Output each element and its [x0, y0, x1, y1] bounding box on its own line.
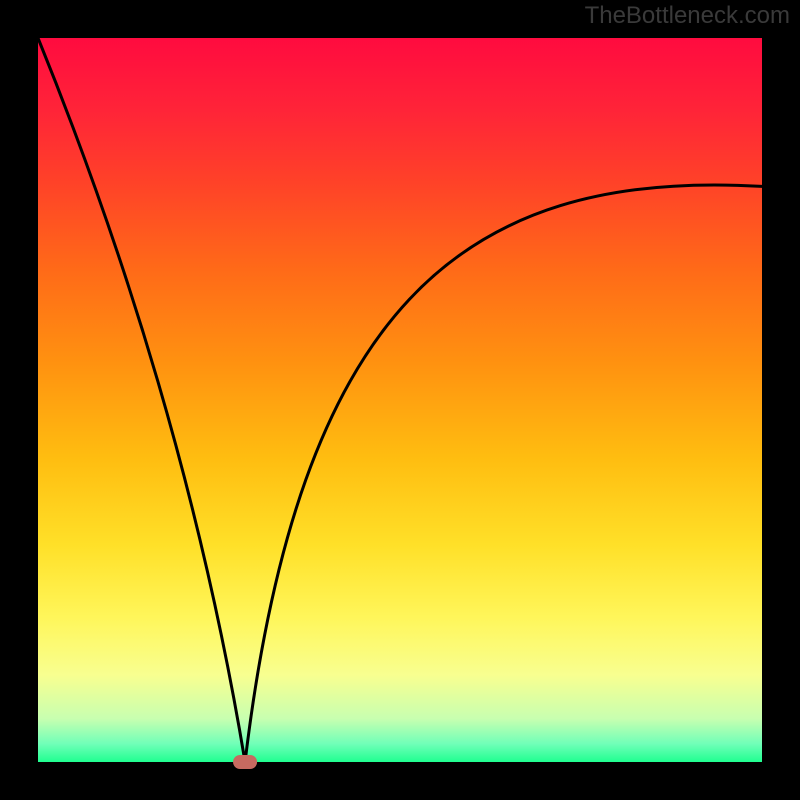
chart-container: TheBottleneck.com: [0, 0, 800, 800]
plot-area: [38, 38, 762, 762]
optimal-point-marker: [233, 755, 257, 769]
bottleneck-chart: [0, 0, 800, 800]
